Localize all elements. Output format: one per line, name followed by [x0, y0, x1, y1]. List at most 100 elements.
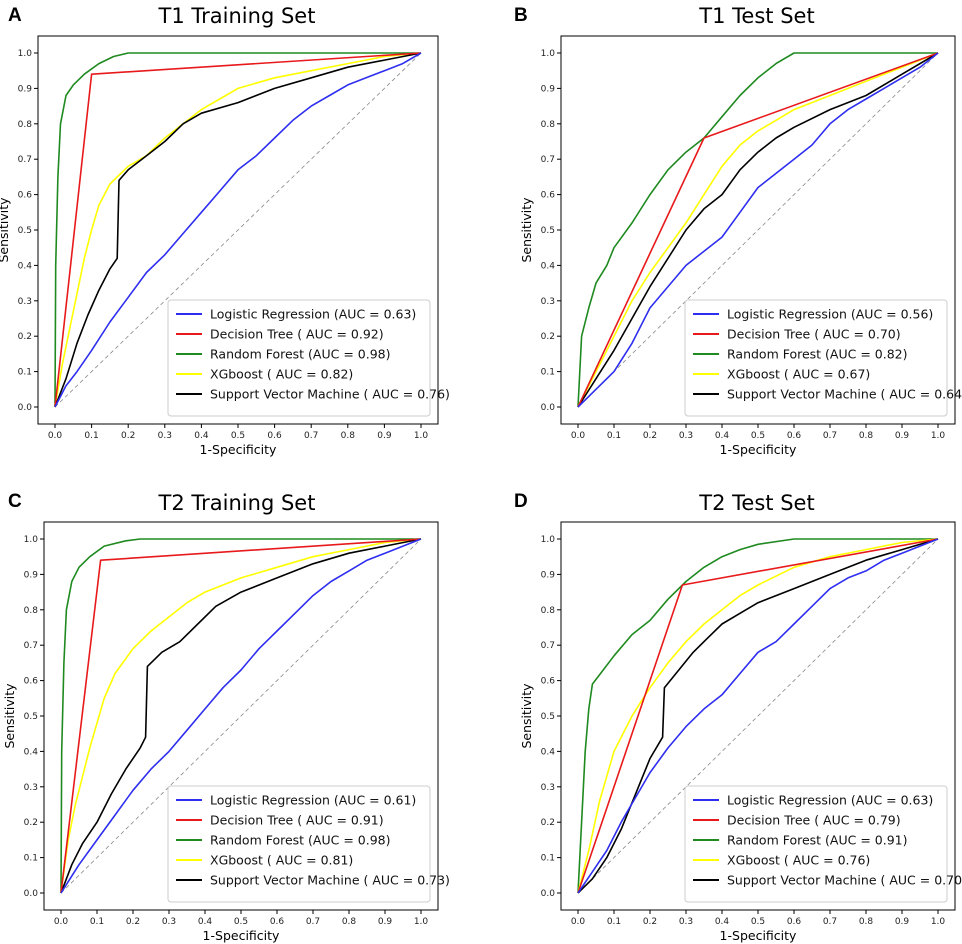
- legend-entry: Logistic Regression (AUC = 0.56): [727, 307, 933, 322]
- panel-title: T2 Training Set: [158, 491, 316, 515]
- legend-entry: Logistic Regression (AUC = 0.61): [210, 793, 416, 808]
- x-axis-label: 1-Specificity: [720, 442, 797, 457]
- roc-panel-d: D T2 Test Set 0.0 0.1 0.2 0.3 0.4 0.5 0.6 0.7 0.8 0…: [514, 491, 962, 943]
- legend-entry: Random Forest (AUC = 0.91): [727, 833, 908, 848]
- y-tick-label: 1.0: [18, 49, 33, 59]
- x-tick-label: 0.5: [234, 917, 248, 927]
- y-tick-label: 0.5: [541, 226, 555, 236]
- y-tick-label: 0.0: [18, 403, 33, 413]
- y-axis-label: Sensitivity: [0, 197, 11, 263]
- x-tick-label: 0.9: [378, 917, 393, 927]
- y-tick-label: 0.5: [541, 712, 555, 722]
- x-tick-label: 0.4: [198, 917, 213, 927]
- x-axis-label: 1-Specificity: [203, 928, 280, 943]
- roc-panel-a: A T1 Training Set 0.0 0.1 0.2 0.3 0.4 0.5 0.6 0.7…: [0, 4, 450, 457]
- x-tick-label: 0.9: [895, 917, 910, 927]
- panel-letter: D: [514, 491, 528, 512]
- legend-entry: Support Vector Machine ( AUC = 0.76): [210, 387, 450, 402]
- panel-title: T1 Training Set: [158, 4, 316, 28]
- y-tick-label: 0.6: [18, 191, 33, 201]
- x-tick-label: 0.3: [162, 917, 176, 927]
- y-tick-label: 0.7: [541, 641, 555, 651]
- x-tick-label: 0.6: [787, 431, 802, 441]
- y-tick-label: 0.8: [24, 606, 39, 616]
- x-tick-label: 0.4: [715, 431, 730, 441]
- x-tick-label: 0.1: [607, 431, 621, 441]
- y-tick-label: 0.6: [541, 677, 556, 687]
- x-tick-label: 0.2: [126, 917, 140, 927]
- legend-entry: Random Forest (AUC = 0.98): [210, 347, 391, 362]
- y-tick-label: 0.3: [541, 297, 555, 307]
- legend-entry: Support Vector Machine ( AUC = 0.70): [727, 873, 962, 888]
- legend-entry: Decision Tree ( AUC = 0.92): [210, 327, 384, 342]
- y-axis-label: Sensitivity: [519, 197, 534, 263]
- legend-entry: Decision Tree ( AUC = 0.79): [727, 813, 901, 828]
- x-tick-label: 1.0: [414, 917, 429, 927]
- panel-title: T2 Test Set: [698, 491, 814, 515]
- x-tick-label: 0.8: [859, 431, 874, 441]
- x-tick-label: 0.3: [679, 917, 693, 927]
- x-tick-label: 0.6: [267, 431, 282, 441]
- x-axis-label: 1-Specificity: [720, 928, 797, 943]
- x-tick-label: 0.0: [54, 917, 69, 927]
- y-tick-label: 0.1: [18, 368, 32, 378]
- x-tick-label: 0.0: [571, 917, 586, 927]
- legend-entry: Logistic Regression (AUC = 0.63): [210, 307, 416, 322]
- y-tick-label: 0.3: [24, 783, 38, 793]
- x-tick-label: 0.8: [342, 917, 357, 927]
- x-tick-label: 0.7: [823, 917, 837, 927]
- legend-entry: Logistic Regression (AUC = 0.63): [727, 793, 933, 808]
- legend-entry: Decision Tree ( AUC = 0.91): [210, 813, 384, 828]
- y-tick-label: 0.7: [24, 641, 38, 651]
- y-axis-label: Sensitivity: [2, 683, 17, 749]
- x-tick-label: 0.6: [270, 917, 285, 927]
- x-tick-label: 0.3: [158, 431, 172, 441]
- panel-letter: C: [8, 491, 22, 512]
- y-axis-label: Sensitivity: [519, 683, 534, 749]
- y-tick-label: 0.9: [18, 84, 33, 94]
- x-tick-label: 0.1: [607, 917, 621, 927]
- x-tick-label: 0.0: [571, 431, 586, 441]
- legend-entry: Support Vector Machine ( AUC = 0.73): [210, 873, 450, 888]
- y-tick-label: 0.0: [24, 889, 39, 899]
- y-tick-label: 0.2: [24, 818, 38, 828]
- y-tick-label: 0.0: [541, 403, 556, 413]
- x-tick-label: 0.1: [90, 917, 104, 927]
- legend-entry: XGboost ( AUC = 0.76): [727, 853, 870, 868]
- x-tick-label: 1.0: [931, 917, 946, 927]
- panel-letter: A: [8, 5, 22, 26]
- panel-title: T1 Test Set: [698, 4, 814, 28]
- legend: Logistic Regression (AUC = 0.61) Decision…: [168, 786, 450, 902]
- y-tick-label: 0.1: [24, 854, 38, 864]
- y-tick-label: 0.8: [18, 120, 33, 130]
- x-tick-label: 0.9: [895, 431, 910, 441]
- y-tick-label: 0.5: [18, 226, 32, 236]
- y-tick-label: 0.9: [541, 84, 556, 94]
- x-tick-label: 0.9: [377, 431, 392, 441]
- y-tick-label: 0.7: [541, 155, 555, 165]
- y-tick-label: 0.7: [18, 155, 32, 165]
- y-tick-label: 0.2: [18, 332, 32, 342]
- legend-entry: XGboost ( AUC = 0.82): [210, 367, 353, 382]
- y-tick-label: 0.2: [541, 818, 555, 828]
- legend: Logistic Regression (AUC = 0.63) Decision…: [168, 300, 450, 416]
- y-tick-label: 0.2: [541, 332, 555, 342]
- y-tick-label: 0.4: [541, 261, 556, 271]
- y-tick-label: 0.3: [541, 783, 555, 793]
- x-tick-label: 0.3: [679, 431, 693, 441]
- y-tick-label: 1.0: [24, 535, 39, 545]
- y-tick-label: 0.1: [541, 854, 555, 864]
- legend-entry: Random Forest (AUC = 0.98): [210, 833, 391, 848]
- x-tick-label: 1.0: [414, 431, 429, 441]
- legend-entry: Random Forest (AUC = 0.82): [727, 347, 908, 362]
- x-tick-label: 0.0: [48, 431, 63, 441]
- y-tick-label: 0.5: [24, 712, 38, 722]
- legend-entry: XGboost ( AUC = 0.67): [727, 367, 870, 382]
- y-tick-label: 1.0: [541, 49, 556, 59]
- x-tick-label: 0.7: [304, 431, 318, 441]
- legend: Logistic Regression (AUC = 0.63) Decision…: [685, 786, 962, 902]
- x-tick-label: 0.8: [859, 917, 874, 927]
- x-tick-label: 0.2: [643, 917, 657, 927]
- y-tick-label: 0.1: [541, 368, 555, 378]
- legend-entry: XGboost ( AUC = 0.81): [210, 853, 353, 868]
